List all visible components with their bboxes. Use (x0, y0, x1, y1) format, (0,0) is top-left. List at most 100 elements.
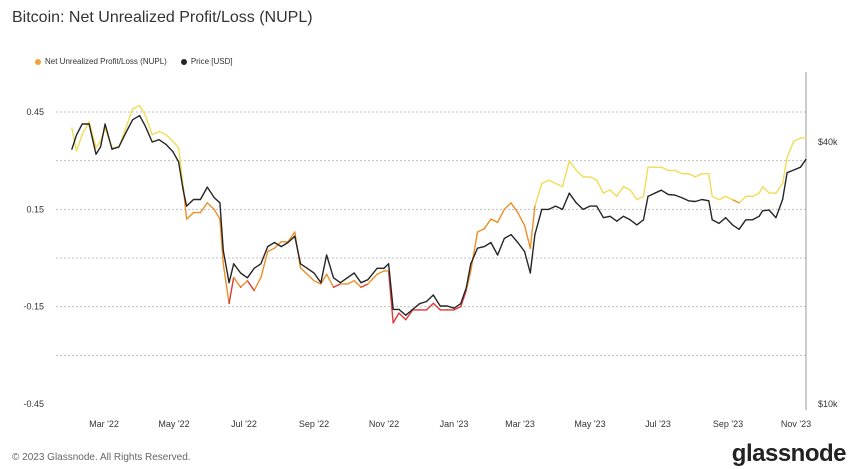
nupl-line-segment (320, 273, 328, 285)
price-point (782, 198, 784, 201)
price-point (497, 254, 499, 256)
x-tick-label: Jan '23 (440, 419, 469, 429)
price-point (213, 197, 215, 199)
price-point (439, 305, 441, 307)
nupl-point (165, 134, 167, 136)
y-right-tick-label: $40k (818, 137, 838, 147)
price-line (71, 114, 807, 316)
nupl-point (273, 247, 276, 249)
legend-item-price[interactable]: Price [USD] (180, 57, 233, 66)
price-point (708, 200, 710, 202)
nupl-line-segment (432, 302, 441, 311)
nupl-point (575, 169, 577, 171)
nupl-point (517, 211, 519, 214)
nupl-point (616, 195, 618, 197)
price-point (132, 119, 134, 121)
nupl-point (548, 179, 550, 181)
price-point (718, 222, 720, 225)
nupl-line-segment (687, 172, 696, 178)
nupl-point (405, 319, 407, 321)
nupl-point (596, 179, 598, 181)
price-point (219, 202, 221, 204)
nupl-point (582, 176, 584, 178)
price-point (503, 237, 505, 240)
nupl-point (609, 189, 611, 191)
legend-label-nupl: Net Unrealized Profit/Loss (NUPL) (45, 57, 167, 66)
price-point (523, 250, 526, 253)
price-point (88, 123, 90, 125)
price-point (177, 161, 180, 163)
price-point (799, 166, 802, 168)
nupl-point (701, 173, 703, 175)
price-point (95, 153, 97, 155)
price-point (246, 277, 248, 279)
price-point (111, 148, 113, 150)
nupl-point (383, 270, 385, 272)
price-point (332, 277, 335, 279)
nupl-line-segment (694, 172, 703, 178)
price-point (233, 263, 235, 265)
price-point (81, 123, 83, 125)
nupl-line-segment (616, 185, 625, 198)
nupl-point (503, 208, 505, 210)
nupl-line-segment (353, 280, 362, 288)
nupl-point (206, 202, 208, 204)
price-point (299, 263, 302, 265)
nupl-point (339, 283, 341, 285)
x-tick-label: May '22 (158, 419, 189, 429)
nupl-point (490, 218, 492, 220)
series-layer (71, 104, 807, 324)
y-left-tick-label: -0.45 (23, 399, 44, 409)
nupl-point (731, 199, 734, 201)
nupl-point (367, 283, 369, 285)
nupl-line-segment (172, 140, 180, 149)
nupl-line-segment (299, 267, 308, 275)
price-point (647, 195, 649, 197)
price-point (313, 272, 315, 274)
nupl-line-segment (232, 276, 242, 288)
nupl-line-segment (731, 198, 740, 204)
price-point (731, 224, 734, 226)
nupl-point (138, 104, 141, 107)
nupl-line-segment (260, 250, 269, 279)
nupl-line-segment (313, 280, 322, 285)
nupl-line-segment (602, 189, 611, 194)
price-point (104, 123, 106, 125)
nupl-point (768, 192, 770, 194)
nupl-line-segment (199, 202, 208, 214)
nupl-line-segment (523, 224, 532, 249)
price-point (412, 308, 414, 310)
price-point (460, 303, 462, 305)
nupl-point (667, 169, 669, 171)
nupl-point (561, 186, 564, 188)
nupl-line-segment (253, 276, 262, 292)
nupl-line-segment (75, 134, 83, 152)
price-point (609, 215, 611, 217)
legend-item-nupl[interactable]: Net Unrealized Profit/Loss (NUPL) (35, 57, 167, 66)
nupl-point (647, 166, 649, 168)
nupl-line-segment (725, 195, 734, 201)
price-point (260, 263, 262, 265)
nupl-point (186, 218, 188, 220)
price-point (725, 217, 727, 219)
legend-label-price: Price [USD] (190, 57, 233, 66)
price-point (453, 307, 455, 309)
grid-layer (56, 72, 807, 410)
nupl-line-segment (125, 108, 134, 129)
nupl-point (294, 231, 296, 233)
nupl-point (761, 186, 764, 188)
price-point (554, 205, 557, 207)
nupl-point (246, 280, 248, 282)
price-point (353, 272, 355, 274)
nupl-point (782, 182, 784, 184)
nupl-point (99, 140, 102, 142)
nupl-point (629, 189, 631, 191)
nupl-line-segment (476, 228, 485, 233)
price-point (267, 245, 269, 248)
nupl-point (88, 121, 90, 123)
nupl-point (125, 127, 127, 129)
price-point (654, 192, 656, 194)
nupl-point (326, 273, 328, 275)
price-point (222, 250, 224, 252)
